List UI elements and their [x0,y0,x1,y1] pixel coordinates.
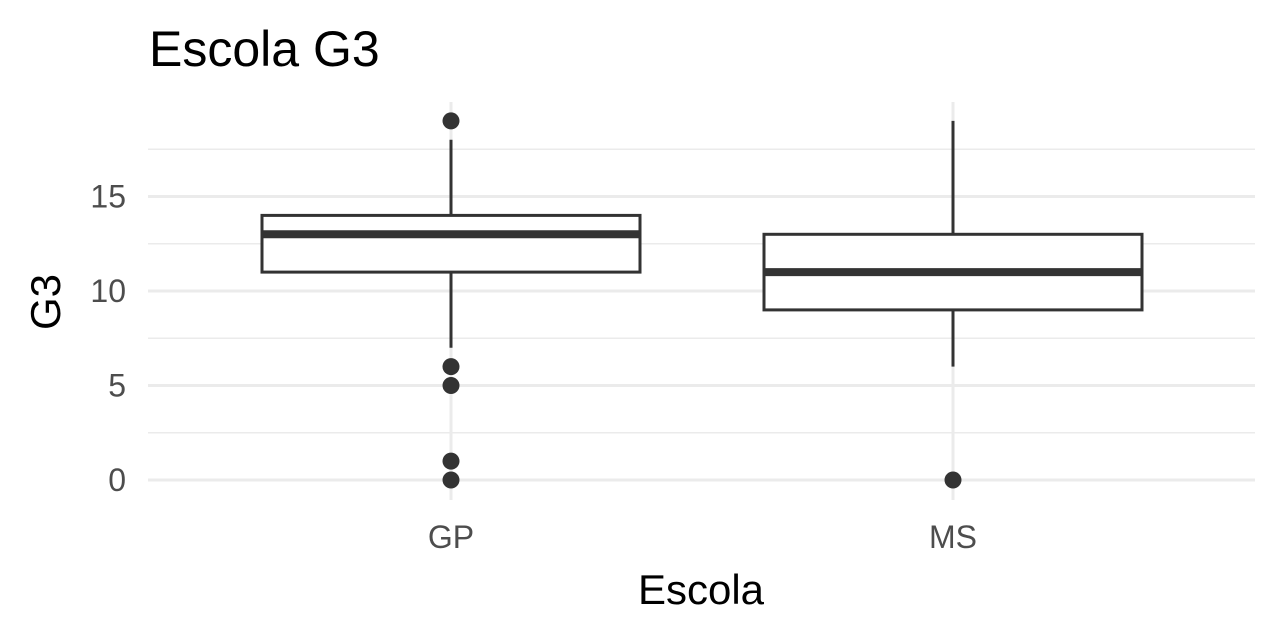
box-layer [260,112,1144,489]
x-axis-title: Escola [638,566,765,613]
outlier-point [442,452,460,470]
outlier-point [442,377,460,394]
y-axis-title: G3 [22,274,69,330]
box-ms [762,120,1144,489]
y-tick-label: 15 [90,179,126,215]
y-tick-label: 0 [108,462,126,498]
tick-labels: 0 5 10 15 GP MS [90,179,977,556]
box-gp [260,112,642,489]
x-tick-label: GP [428,519,474,555]
outlier-point [944,471,962,489]
chart-title: Escola G3 [149,21,380,77]
box-iqr [260,213,642,274]
outlier-point [442,358,460,376]
outlier-point [442,112,460,130]
x-tick-label: MS [929,519,977,555]
y-tick-label: 10 [90,273,126,309]
y-tick-label: 5 [108,368,126,404]
outlier-point [442,471,460,489]
